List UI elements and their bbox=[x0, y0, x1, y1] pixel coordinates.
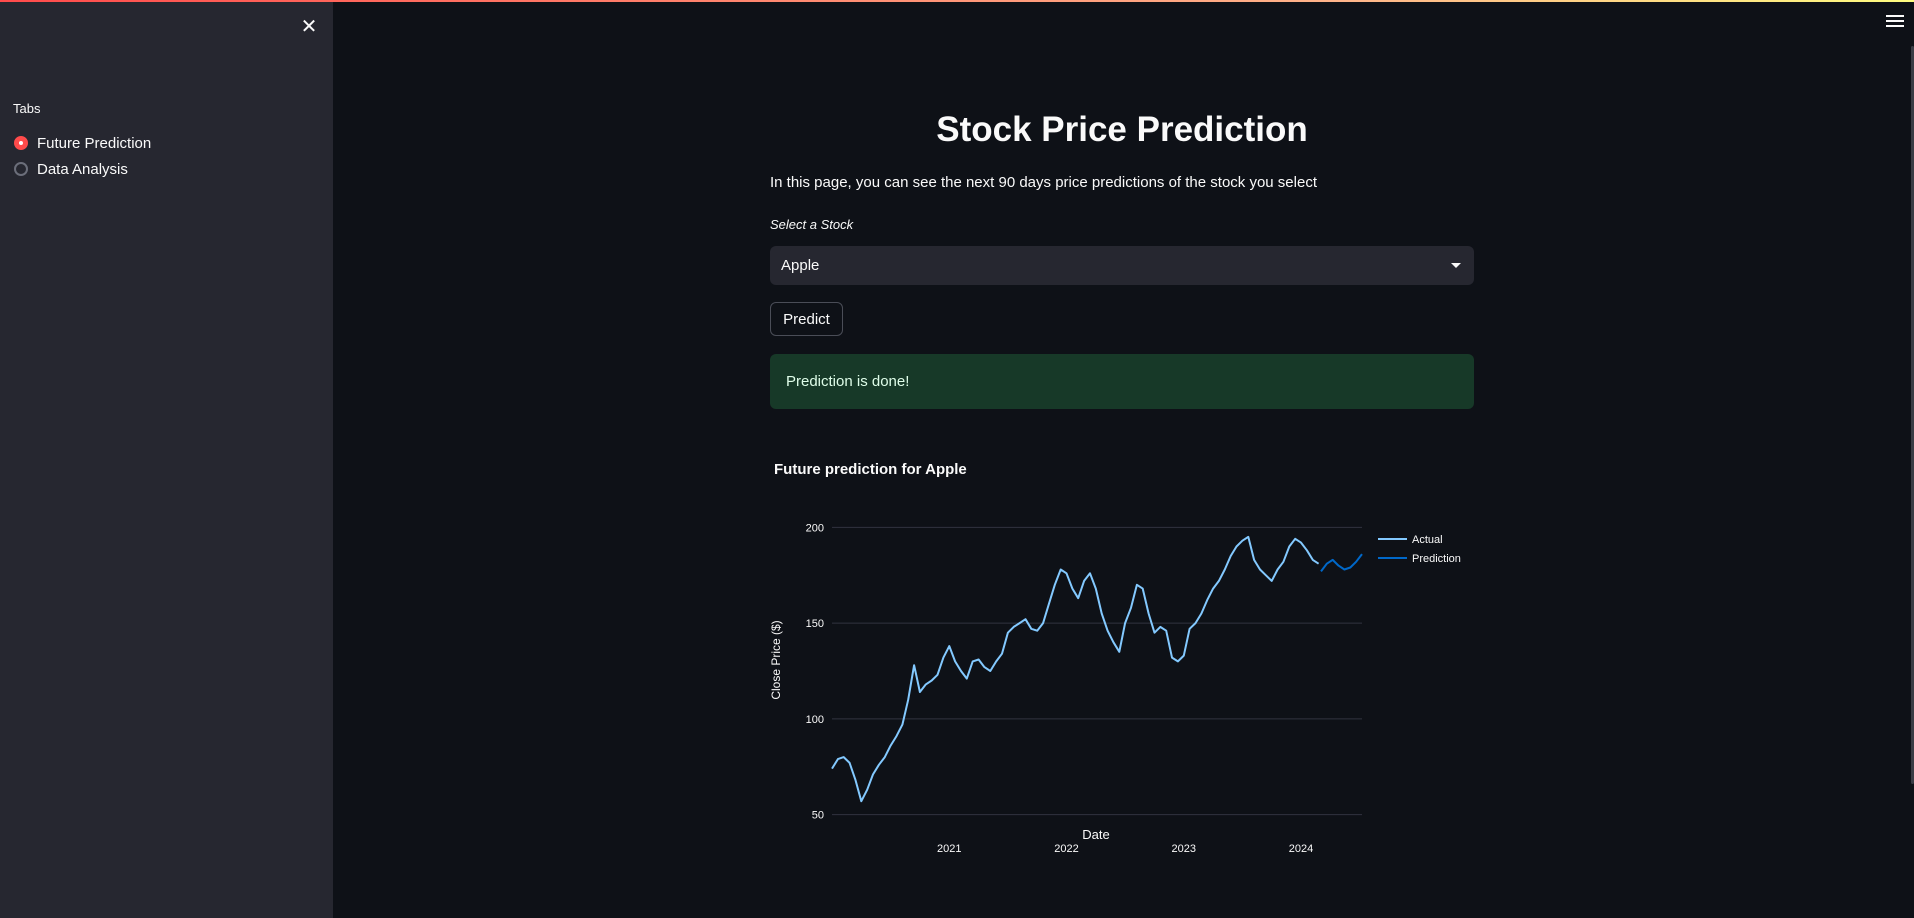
predict-button[interactable]: Predict bbox=[770, 302, 843, 336]
x-tick-label: 2022 bbox=[1054, 843, 1078, 855]
sidebar: ✕ Tabs Future Prediction Data Analysis bbox=[0, 0, 333, 918]
chart-grid bbox=[832, 526, 1362, 816]
stock-select-value: Apple bbox=[781, 257, 820, 274]
chevron-down-icon[interactable] bbox=[1451, 263, 1461, 268]
x-tick-label: 2021 bbox=[937, 843, 961, 855]
chart-legend[interactable]: Actual Prediction bbox=[1378, 534, 1461, 565]
chart-title: Future prediction for Apple bbox=[774, 461, 967, 478]
x-axis-ticks: 2021 2022 2023 2024 bbox=[937, 843, 1313, 855]
legend-prediction-label[interactable]: Prediction bbox=[1412, 553, 1461, 565]
radio-future-prediction[interactable]: Future Prediction bbox=[14, 131, 151, 155]
radio-data-analysis[interactable]: Data Analysis bbox=[14, 157, 128, 181]
x-tick-label: 2024 bbox=[1289, 843, 1313, 855]
radio-checked-icon[interactable] bbox=[14, 136, 28, 150]
top-decoration-bar bbox=[0, 0, 1914, 2]
main-scrollbar[interactable] bbox=[1911, 46, 1914, 784]
series-actual-line bbox=[831, 535, 1320, 803]
close-sidebar-icon[interactable]: ✕ bbox=[300, 16, 318, 38]
radio-label-future-prediction: Future Prediction bbox=[37, 134, 152, 152]
y-tick-label: 150 bbox=[806, 618, 824, 630]
success-alert: Prediction is done! bbox=[770, 354, 1474, 409]
y-tick-label: 100 bbox=[806, 714, 824, 726]
page-title: Stock Price Prediction bbox=[936, 110, 1308, 149]
prediction-chart: Future prediction for Apple 50100150200 … bbox=[770, 461, 1461, 855]
success-message: Prediction is done! bbox=[786, 373, 910, 390]
y-tick-label: 200 bbox=[806, 522, 824, 534]
x-tick-label: 2023 bbox=[1172, 843, 1196, 855]
tabs-radio-label: Tabs bbox=[13, 101, 41, 116]
intro-text: In this page, you can see the next 90 da… bbox=[770, 174, 1317, 191]
x-axis-label: Date bbox=[1082, 827, 1109, 842]
select-stock-label: Select a Stock bbox=[770, 217, 854, 232]
radio-unchecked-icon[interactable] bbox=[14, 162, 28, 176]
stock-select[interactable]: Apple bbox=[770, 246, 1474, 285]
y-axis-ticks: 50 100 150 200 bbox=[806, 522, 824, 821]
radio-label-data-analysis: Data Analysis bbox=[37, 160, 128, 178]
series-prediction-line bbox=[1320, 553, 1363, 573]
legend-actual-label[interactable]: Actual bbox=[1412, 534, 1443, 546]
y-axis-label: Close Price ($) bbox=[770, 620, 783, 699]
hamburger-menu-icon[interactable] bbox=[1886, 15, 1904, 31]
y-tick-label: 50 bbox=[812, 810, 824, 822]
